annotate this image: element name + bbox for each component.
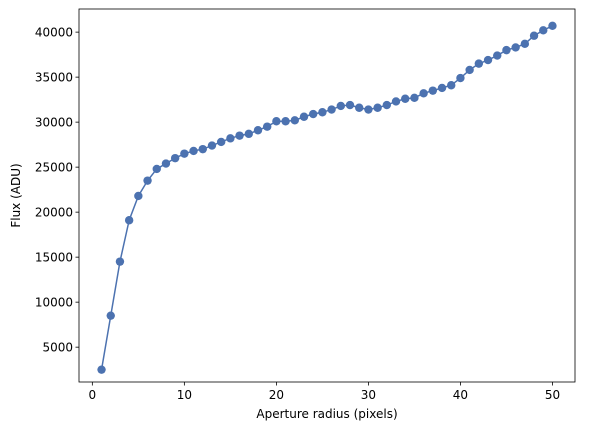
x-tick-label: 0 <box>89 388 97 402</box>
data-point <box>511 43 520 52</box>
data-point <box>401 94 410 103</box>
data-point <box>345 100 355 110</box>
x-axis-label: Aperture radius (pixels) <box>256 407 397 421</box>
x-tick-label: 50 <box>545 388 560 402</box>
y-axis: 5000 10000 15000 20000 25000 30000 35000 40000 <box>35 25 79 354</box>
series-line <box>100 25 553 370</box>
y-tick-label: 5000 <box>42 340 73 354</box>
data-point <box>465 65 474 75</box>
data-point <box>124 216 134 225</box>
data-point <box>308 109 318 119</box>
x-tick-label: 30 <box>361 388 376 402</box>
data-point <box>493 51 502 60</box>
data-point <box>373 103 382 112</box>
data-point <box>520 39 530 49</box>
data-point <box>170 153 180 163</box>
y-tick-label: 30000 <box>35 115 73 129</box>
data-point <box>180 149 189 158</box>
data-point <box>262 122 272 131</box>
plot-frame <box>78 8 576 383</box>
data-point <box>198 144 207 154</box>
data-point <box>410 93 419 103</box>
data-point <box>327 105 336 114</box>
data-point <box>318 108 327 117</box>
data-point <box>437 83 447 93</box>
y-tick-label: 10000 <box>35 295 73 309</box>
data-point <box>364 105 373 114</box>
data-point <box>529 31 539 40</box>
data-point <box>253 126 263 135</box>
data-point <box>391 97 401 106</box>
data-point <box>281 117 290 126</box>
data-point <box>226 134 235 143</box>
data-point <box>207 141 217 150</box>
x-tick-label: 20 <box>269 388 284 402</box>
y-axis-label: Flux (ADU) <box>9 163 23 227</box>
data-point <box>134 191 143 201</box>
data-point <box>161 159 171 168</box>
x-tick-label: 40 <box>453 388 468 402</box>
data-point <box>474 59 484 68</box>
y-tick-label: 35000 <box>35 70 73 84</box>
data-point <box>235 131 244 140</box>
data-point <box>336 101 346 111</box>
data-point <box>152 164 161 174</box>
data-point <box>143 176 152 185</box>
data-point <box>502 45 511 55</box>
x-axis: 0 10 20 30 40 50 <box>89 382 560 402</box>
y-tick-label: 40000 <box>35 25 73 39</box>
data-point <box>548 21 557 31</box>
data-point <box>539 26 548 35</box>
data-point <box>290 116 299 125</box>
data-point <box>272 117 281 126</box>
data-point <box>382 100 392 110</box>
data-point <box>355 103 364 112</box>
data-point <box>189 146 198 156</box>
plot-area <box>78 8 576 383</box>
y-tick-label: 15000 <box>35 250 73 264</box>
data-point <box>97 365 106 374</box>
y-tick-label: 25000 <box>35 160 73 174</box>
data-point <box>483 55 493 65</box>
data-point <box>299 112 309 121</box>
data-point <box>216 137 226 147</box>
data-point <box>456 73 465 83</box>
y-tick-label: 20000 <box>35 205 73 219</box>
data-point <box>244 129 253 139</box>
data-point <box>447 81 456 90</box>
data-point <box>106 311 115 320</box>
data-point <box>115 257 125 266</box>
series-layer <box>97 21 557 374</box>
data-point <box>428 86 438 95</box>
x-tick-label: 10 <box>177 388 192 402</box>
data-point <box>419 89 428 98</box>
